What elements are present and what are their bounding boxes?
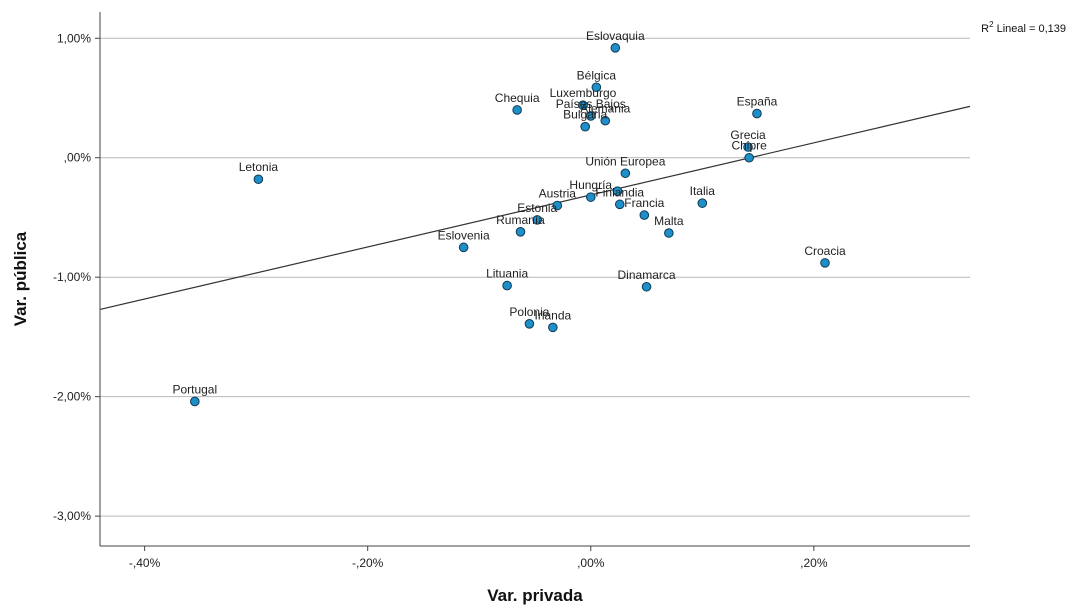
point-label-25: Polonia: [509, 305, 549, 319]
x-tick-label-2: ,00%: [577, 556, 605, 570]
r2-suffix: Lineal = 0,139: [994, 23, 1066, 35]
x-axis-title: Var. privada: [487, 586, 583, 605]
point-labels: Eslovaquia Bélgica Chequia LuxemburgoPaíses…: [172, 29, 846, 397]
y-tick-label-3: -2,00%: [53, 390, 91, 404]
point-label-0: Eslovaquia: [586, 29, 645, 43]
point-label-1: Bélgica: [577, 68, 617, 82]
r-squared-label: R2 Lineal = 0,139: [981, 20, 1066, 35]
y-tick-label-0: 1,00%: [57, 31, 91, 45]
y-axis-title: Var. pública: [11, 231, 30, 326]
point-6: [580, 121, 590, 132]
y-tick-label-1: ,00%: [64, 151, 92, 165]
point-label-6: Bulgaria: [563, 108, 607, 122]
point-18: [639, 210, 650, 220]
point-13: [585, 192, 596, 202]
point-label-23: Lituania: [486, 267, 528, 281]
data-points: [190, 43, 830, 407]
point-17: [614, 199, 625, 210]
point-24: [641, 281, 652, 292]
point-3: [578, 100, 588, 110]
r2-superscript: 2: [989, 20, 994, 29]
x-ticks: -,40% -,20% ,00% ,20%: [129, 546, 828, 570]
point-label-10: Letonia: [239, 160, 279, 174]
point-7: [752, 108, 762, 119]
point-label-8: Grecia: [730, 128, 766, 142]
point-12: [552, 200, 563, 211]
point-22: [820, 258, 830, 268]
point-label-24: Dinamarca: [618, 268, 676, 282]
point-label-9: Chipre: [731, 139, 767, 153]
point-label-2: Chequia: [495, 91, 540, 105]
point-label-12: Austria: [539, 187, 577, 201]
point-20: [458, 242, 469, 253]
point-14: [612, 186, 623, 196]
point-8: [743, 142, 753, 152]
point-0: [610, 43, 621, 53]
axes: [99, 12, 970, 547]
point-5: [600, 115, 611, 126]
point-label-13: Hungría: [569, 178, 612, 192]
point-label-15: Italia: [690, 184, 716, 198]
point-1: [591, 82, 602, 93]
r2-prefix: R: [981, 23, 989, 35]
point-label-22: Croacia: [804, 244, 846, 258]
point-16: [532, 215, 543, 225]
x-tick-label-3: ,20%: [800, 556, 828, 570]
fit-line-group: [99, 105, 971, 311]
point-27: [190, 396, 200, 407]
point-label-19: Malta: [654, 214, 684, 228]
x-tick-label-1: -,20%: [352, 556, 384, 570]
point-23: [502, 280, 512, 291]
grid-lines: [100, 37, 970, 517]
point-10: [253, 174, 264, 185]
point-label-3: Luxemburgo: [550, 86, 617, 100]
point-25: [524, 318, 535, 329]
point-label-4: Países Bajos: [556, 97, 626, 111]
point-label-21: Rumanía: [496, 213, 545, 227]
point-11: [620, 168, 631, 179]
point-9: [744, 152, 754, 163]
regression-line: [99, 105, 971, 311]
y-tick-label-4: -3,00%: [53, 509, 91, 523]
point-label-20: Eslovenia: [438, 228, 490, 242]
point-label-5: Alemania: [580, 102, 630, 116]
point-19: [664, 228, 674, 238]
x-tick-label-0: -,40%: [129, 556, 161, 570]
point-21: [515, 227, 526, 237]
point-26: [548, 322, 558, 333]
point-2: [512, 105, 522, 115]
point-label-18: Francia: [624, 196, 664, 210]
point-label-7: España: [737, 95, 778, 109]
point-label-27: Portugal: [172, 382, 217, 396]
y-tick-label-2: -1,00%: [53, 270, 91, 284]
point-15: [697, 198, 708, 208]
point-label-17: Finlandia: [595, 185, 644, 199]
point-label-11: Unión Europea: [585, 154, 665, 168]
point-label-26: Irlanda: [534, 308, 571, 322]
y-ticks: 1,00% ,00% -1,00% -2,00% -3,00%: [53, 31, 100, 523]
point-label-16: Estonia: [517, 201, 557, 215]
point-4: [585, 111, 596, 121]
